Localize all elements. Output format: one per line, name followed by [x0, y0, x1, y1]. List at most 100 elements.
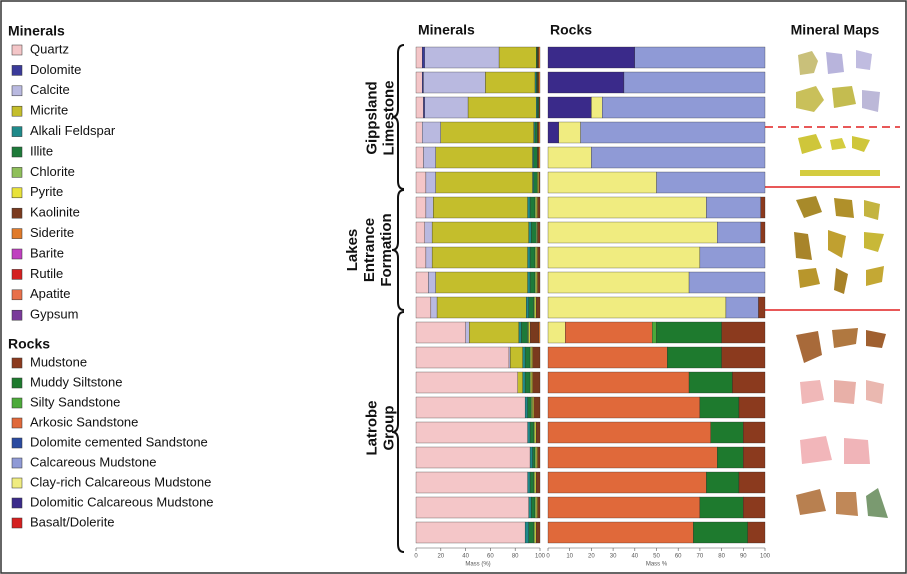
bar-segment	[416, 347, 509, 368]
bar-segment	[528, 472, 530, 493]
bar-segment	[538, 172, 539, 193]
x-tick-label: 20	[588, 554, 595, 560]
legend-swatch	[12, 229, 22, 239]
bar-segment	[425, 222, 432, 243]
bar-segment	[536, 47, 537, 68]
bar-segment	[531, 397, 532, 418]
legend-swatch	[12, 249, 22, 259]
bar-segment	[425, 97, 468, 118]
legend-swatch	[12, 310, 22, 320]
bar-segment	[538, 97, 539, 118]
bar-segment	[533, 347, 540, 368]
legend-swatch	[12, 398, 22, 408]
legend-label: Dolomite cemented Sandstone	[30, 434, 208, 449]
bar-segment	[739, 397, 765, 418]
legend-label: Alkali Feldspar	[30, 123, 116, 138]
bar-segment	[416, 297, 431, 318]
bar-segment	[689, 372, 732, 393]
legend-label: Gypsum	[30, 307, 78, 322]
bar-segment	[700, 247, 765, 268]
bar-segment	[548, 97, 591, 118]
bar-segment	[534, 472, 535, 493]
bar-segment	[533, 447, 535, 468]
bar-segment	[534, 147, 538, 168]
bar-segment	[425, 47, 499, 68]
legend-swatch	[12, 438, 22, 448]
bar-segment	[539, 122, 540, 143]
bar-segment	[717, 447, 743, 468]
bar-segment	[717, 222, 760, 243]
bar-segment	[530, 272, 535, 293]
bar-segment	[519, 322, 521, 343]
bar-segment	[525, 347, 530, 368]
bar-segment	[533, 147, 534, 168]
bar-segment	[538, 72, 539, 93]
bar-segment	[711, 422, 744, 443]
bar-segment	[530, 372, 531, 393]
bar-segment	[531, 497, 535, 518]
bar-segment	[433, 197, 527, 218]
legend-swatch	[12, 458, 22, 468]
bar-segment	[436, 272, 528, 293]
bar-segment	[565, 322, 652, 343]
bar-segment	[538, 147, 539, 168]
bar-segment	[548, 297, 726, 318]
bar-segment	[534, 522, 535, 543]
bar-segment	[591, 147, 765, 168]
chart-title: Rocks	[550, 22, 592, 38]
legend-label: Clay-rich Calcareous Mudstone	[30, 474, 211, 489]
legend-swatch	[12, 127, 22, 137]
bar-segment	[530, 247, 535, 268]
bar-segment	[426, 172, 436, 193]
bar-segment	[536, 472, 540, 493]
bar-segment	[657, 322, 722, 343]
bar-segment	[416, 147, 423, 168]
bar-segment	[706, 197, 760, 218]
bar-segment	[534, 122, 535, 143]
legend-label: Pyrite	[30, 184, 63, 199]
bar-segment	[548, 272, 689, 293]
bar-segment	[548, 397, 700, 418]
bar-segment	[726, 297, 759, 318]
formation-label: Latrobe	[363, 400, 380, 455]
legend-label: Illite	[30, 143, 53, 158]
bar-segment	[539, 322, 540, 343]
bar-segment	[426, 197, 433, 218]
x-axis-label: Mass (%)	[465, 562, 490, 568]
bar-segment	[534, 172, 538, 193]
bar-segment	[530, 422, 534, 443]
bar-segment	[538, 47, 539, 68]
bar-segment	[548, 247, 700, 268]
bar-segment	[548, 322, 565, 343]
bar-segment	[416, 172, 426, 193]
bar-segment	[416, 497, 529, 518]
bar-segment	[416, 47, 422, 68]
bar-segment	[441, 122, 534, 143]
bar-segment	[539, 172, 540, 193]
bar-segment	[523, 372, 525, 393]
bar-segment	[416, 322, 466, 343]
bar-segment	[652, 322, 656, 343]
legend-swatch	[12, 498, 22, 508]
bar-segment	[416, 447, 530, 468]
bar-segment	[426, 247, 432, 268]
bar-segment	[528, 397, 532, 418]
x-tick-label: 10	[566, 554, 573, 560]
legend-label: Quartz	[30, 41, 69, 56]
bar-segment	[422, 47, 424, 68]
bar-segment	[422, 122, 441, 143]
bar-segment	[423, 72, 485, 93]
x-axis-label: Mass %	[646, 562, 668, 568]
x-tick-label: 30	[610, 554, 617, 560]
legend-swatch	[12, 147, 22, 157]
bar-segment	[535, 72, 536, 93]
legend-swatch	[12, 478, 22, 488]
bar-segment	[529, 497, 531, 518]
bar-segment	[416, 472, 528, 493]
bar-segment	[469, 322, 519, 343]
bar-segment	[535, 422, 536, 443]
bar-segment	[535, 272, 536, 293]
bar-segment	[536, 72, 537, 93]
legend-swatch	[12, 86, 22, 96]
legend-swatch	[12, 358, 22, 368]
